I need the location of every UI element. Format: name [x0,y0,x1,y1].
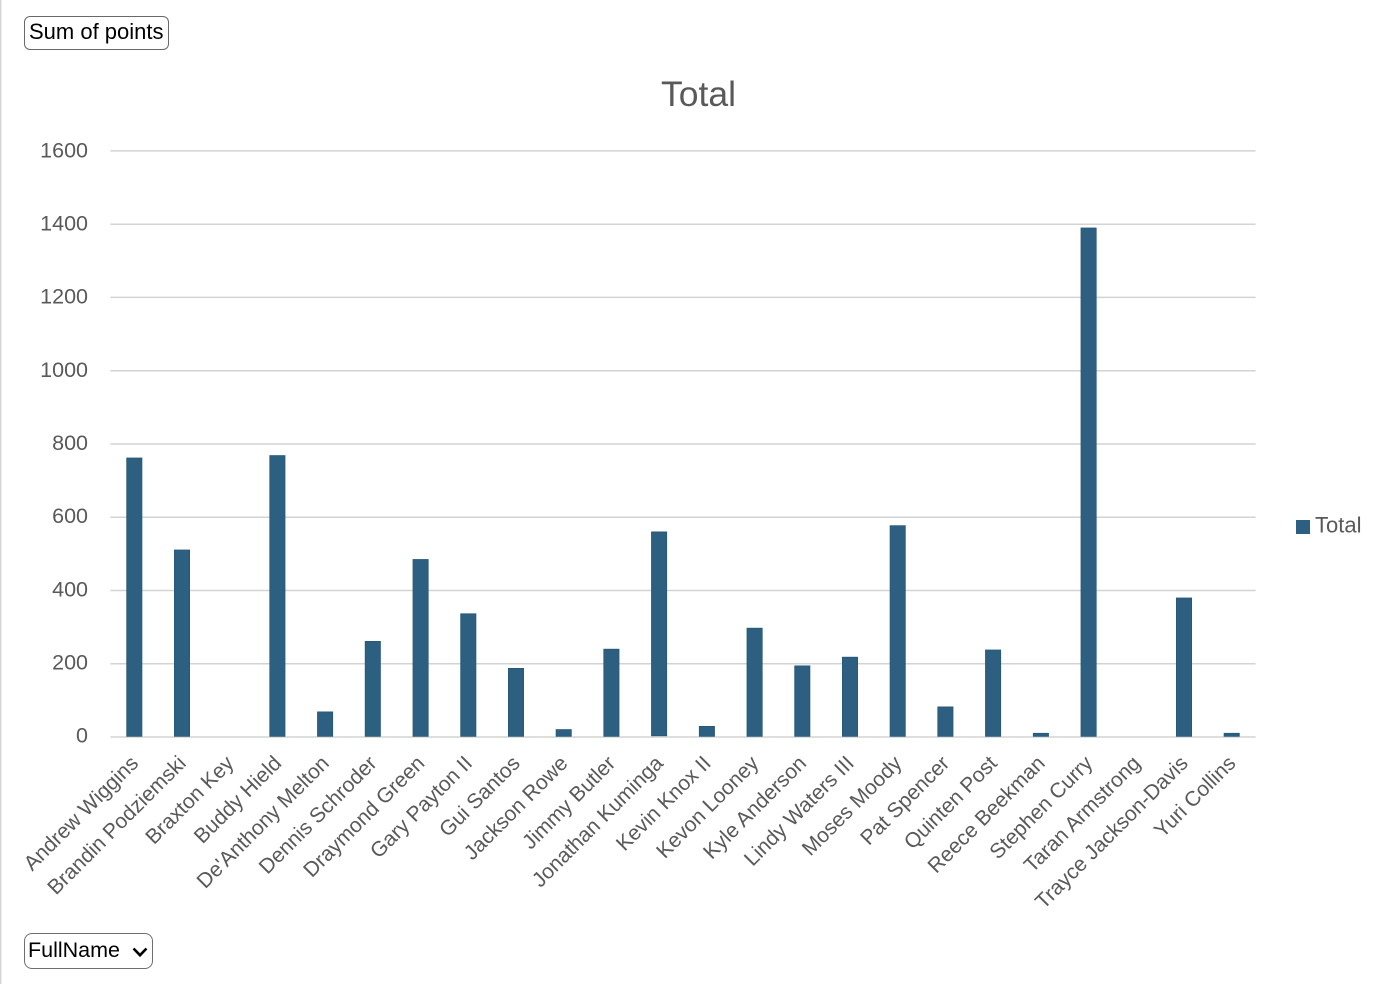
svg-text:200: 200 [52,650,88,674]
svg-text:1200: 1200 [40,285,88,309]
svg-text:Total: Total [661,74,736,114]
svg-text:800: 800 [52,431,88,455]
svg-text:0: 0 [76,724,88,748]
svg-text:1400: 1400 [40,212,88,236]
svg-text:Total: Total [1315,513,1361,538]
svg-text:1000: 1000 [40,358,88,382]
svg-text:600: 600 [52,504,88,528]
svg-text:400: 400 [52,577,88,601]
svg-text:1600: 1600 [40,138,88,162]
